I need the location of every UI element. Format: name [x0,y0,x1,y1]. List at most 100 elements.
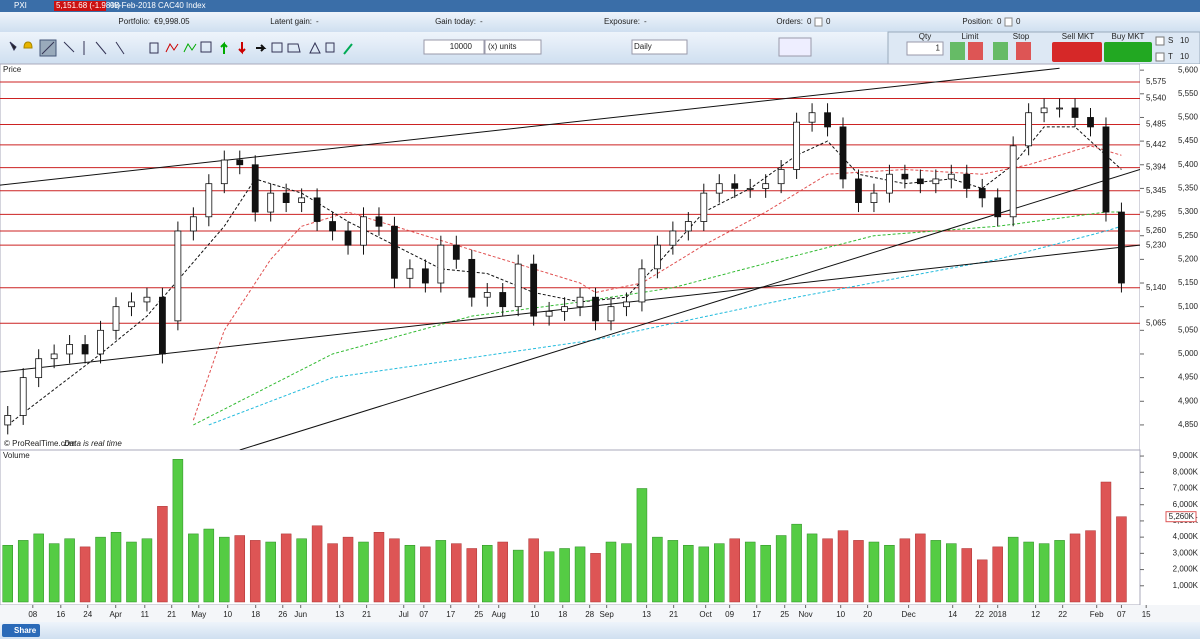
y-tick-label: 1,000K [1173,581,1199,590]
volume-bar [1085,530,1096,603]
volume-bar [280,533,292,603]
volume-bar [126,541,137,603]
period-select[interactable] [631,39,688,55]
candle-body [932,178,940,185]
x-tick-label: Feb [1090,610,1104,619]
account-label: Position: [962,17,993,26]
volume-bar [1023,541,1034,603]
volume-bar [342,536,354,603]
x-tick-label: 09 [725,610,734,619]
volume-bar [868,541,880,603]
volume-bar [2,544,13,603]
price-plot [0,67,1140,450]
y-tick-label: 5,600 [1178,65,1199,74]
level-label: 5,540 [1146,94,1167,103]
candle-body [437,244,445,284]
x-tick-label: 12 [1031,610,1040,619]
volume-bar [621,543,632,603]
quantity-input[interactable] [423,39,485,55]
volume-bar [976,559,988,603]
volume-bar [775,535,787,603]
share: Share [14,626,37,635]
qty-input[interactable] [906,41,944,56]
x-tick-label: 22 [1058,610,1067,619]
volume-bar [528,538,539,603]
sell-button[interactable] [1052,42,1102,62]
candle-body [1040,107,1048,114]
moving-average [192,145,1122,421]
account-label: Gain today: [435,17,476,26]
candle-body [421,268,429,284]
unit-select[interactable] [484,39,542,55]
x-tick-label: 21 [669,610,678,619]
buy-label: Buy MKT [1112,32,1145,41]
s-label: S [1168,36,1173,45]
x-tick-label: 2018 [989,610,1007,619]
volume-bar [110,532,122,603]
y-tick-label: 5,200 [1178,254,1199,263]
candle-body [174,230,182,322]
candle-body [1025,112,1033,147]
s-value: 10 [1180,36,1189,45]
stop-sell[interactable] [1016,42,1031,60]
limit-buy[interactable] [950,42,965,60]
trend-line [239,169,1140,450]
volume-bar [899,538,911,603]
quote-box [54,1,106,11]
account-label: Latent gain: [270,17,312,26]
x-tick-label: 10 [836,610,845,619]
limit-sell[interactable] [968,42,983,60]
sell-label: Sell MKT [1062,32,1095,41]
t-checkbox[interactable] [1155,52,1165,62]
candle-body [684,221,692,232]
chart-type-button[interactable] [778,37,812,57]
x-tick-label: 16 [56,610,65,619]
volume-bar [95,536,106,603]
y-tick-label: 5,350 [1178,184,1199,193]
candle-body [916,178,924,185]
volume-bar [744,541,756,603]
symbol: PXI [14,1,27,10]
y-tick-label: 5,400 [1178,160,1199,169]
volume-bar [404,544,416,603]
candle-body [468,258,476,298]
level-label: 5,295 [1146,210,1167,219]
y-tick-label: 5,000 [1178,349,1199,358]
s-checkbox[interactable] [1155,36,1165,46]
candle-body [870,192,878,204]
candle-body [267,192,275,213]
candle-body [375,216,383,227]
x-tick-label: 17 [752,610,761,619]
buy-button[interactable] [1104,42,1152,62]
tool-icons[interactable] [9,39,353,57]
volume-bar [296,538,307,603]
volume-bar [930,540,942,603]
description: 08-Feb-2018 CAC40 Index [110,1,206,10]
stop-buy[interactable] [993,42,1008,60]
x-tick-label: 25 [780,610,789,619]
volume-bar [141,538,153,603]
period: Daily [634,42,652,51]
volume-bar [1054,540,1065,603]
volume-bar [451,543,462,603]
volume-bar [543,551,555,603]
candle-body [978,188,986,199]
account-value: 0 [826,17,831,26]
volume-bar [48,543,60,603]
volume-bar [234,535,246,603]
volume-bar [373,532,385,603]
candle-body [344,230,352,246]
volume-bar [219,536,230,603]
x-tick-label: 08 [28,610,37,619]
candle-body [391,225,398,279]
x-tick-label: 22 [975,610,984,619]
candle-body [1087,117,1094,128]
y-tick-label: 3,000K [1173,548,1199,557]
candle-body [808,112,816,123]
x-tick-label: 24 [83,610,92,619]
x-tick-label: 18 [251,610,260,619]
share-button[interactable] [2,624,40,637]
y-tick-label: 5,500 [1178,113,1199,122]
moving-average [208,225,1122,426]
candle-body [530,263,538,317]
